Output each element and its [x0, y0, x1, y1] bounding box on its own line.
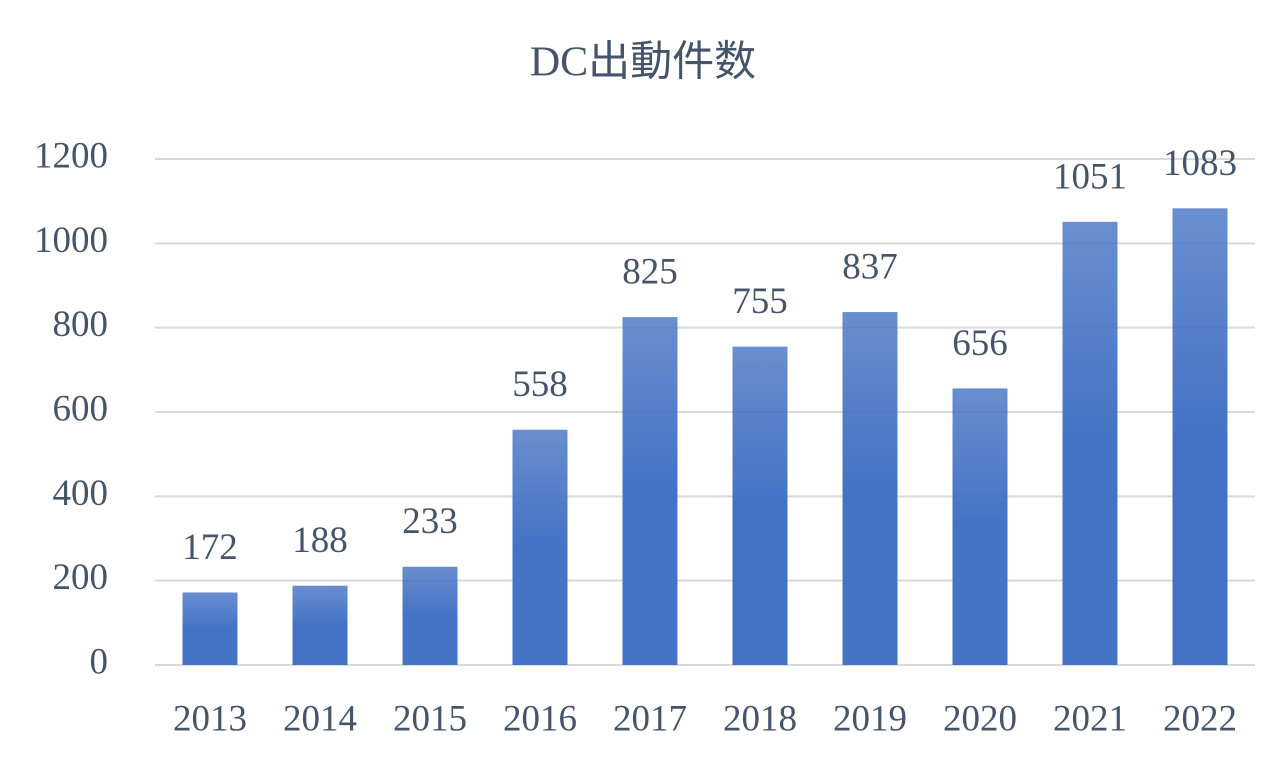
- x-tick-label: 2015: [393, 698, 467, 739]
- data-label: 837: [842, 247, 898, 288]
- bar: [622, 317, 678, 665]
- x-tick-label: 2014: [283, 698, 357, 739]
- y-tick-label: 800: [53, 304, 109, 345]
- data-label: 558: [512, 364, 568, 405]
- chart-title: DC出動件数: [530, 40, 756, 86]
- data-label: 233: [402, 501, 458, 542]
- x-tick-label: 2019: [833, 698, 907, 739]
- y-tick-label: 1000: [34, 220, 108, 261]
- data-label: 825: [622, 252, 678, 293]
- data-label: 188: [292, 520, 348, 561]
- bar: [1062, 221, 1118, 665]
- data-label: 656: [952, 323, 1008, 364]
- bar: [512, 429, 568, 665]
- bar: [732, 346, 788, 665]
- y-tick-label: 600: [53, 388, 109, 429]
- data-label: 755: [732, 281, 788, 322]
- bar: [842, 312, 898, 665]
- x-tick-label: 2021: [1053, 698, 1127, 739]
- y-tick-label: 400: [53, 473, 109, 514]
- data-label: 1083: [1163, 143, 1237, 184]
- data-label: 1051: [1053, 156, 1127, 197]
- bar: [292, 585, 348, 665]
- x-tick-label: 2013: [173, 698, 247, 739]
- x-tick-label: 2020: [943, 698, 1017, 739]
- data-label: 172: [182, 527, 238, 568]
- x-tick-label: 2022: [1163, 698, 1237, 739]
- bar: [952, 388, 1008, 665]
- y-tick-label: 200: [53, 557, 109, 598]
- y-tick-label: 1200: [34, 135, 108, 176]
- bar: [1172, 208, 1228, 665]
- bar: [402, 566, 458, 665]
- bar: [182, 592, 238, 665]
- x-tick-label: 2018: [723, 698, 797, 739]
- y-tick-label: 0: [90, 641, 109, 682]
- x-tick-label: 2017: [613, 698, 687, 739]
- x-tick-label: 2016: [503, 698, 577, 739]
